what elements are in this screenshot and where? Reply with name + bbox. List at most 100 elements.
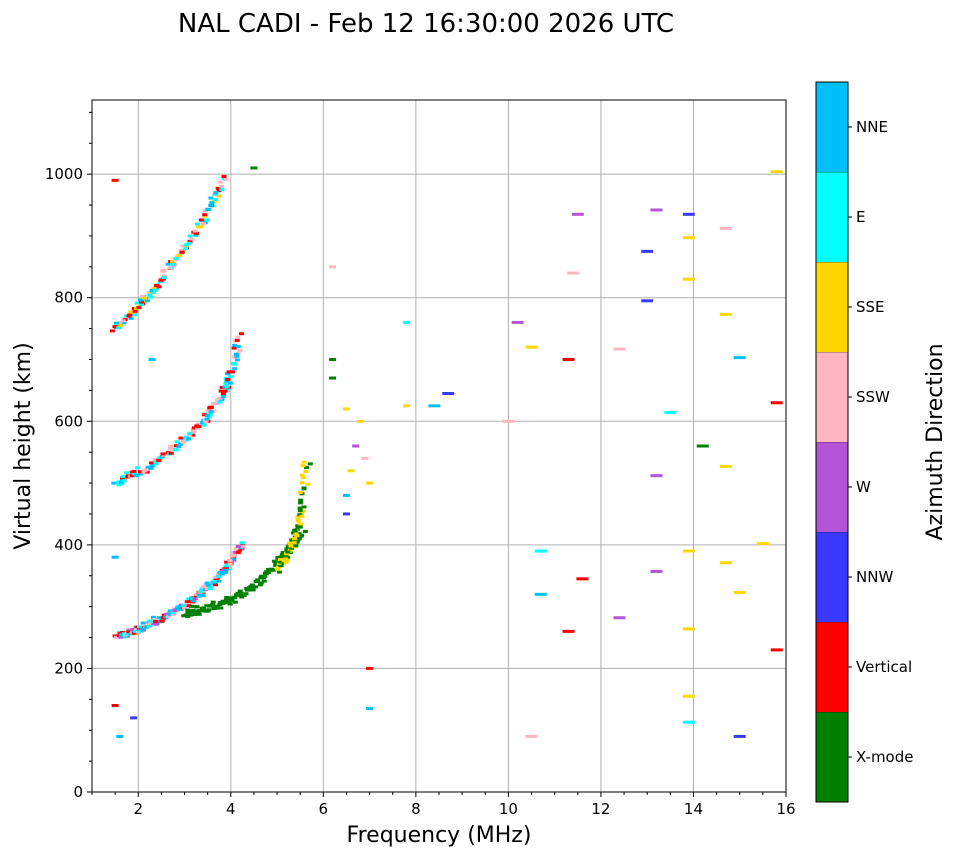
echo-mark	[153, 462, 159, 466]
echo-mark	[218, 606, 224, 610]
echo-mark	[165, 262, 171, 266]
echo-mark	[276, 570, 282, 574]
echo-mark	[239, 547, 245, 551]
y-tick-label: 200	[54, 659, 83, 677]
echo-mark	[138, 629, 144, 633]
echo-mark	[232, 600, 238, 604]
echo-mark	[144, 625, 150, 629]
echo-mark	[138, 300, 144, 304]
echo-mark	[244, 588, 250, 592]
echo-mark	[220, 599, 226, 603]
echo-mark	[342, 493, 350, 497]
echo-mark	[255, 578, 261, 582]
echo-mark	[295, 517, 301, 521]
echo-mark	[136, 306, 142, 310]
echo-mark	[196, 225, 202, 229]
echo-mark	[147, 293, 153, 297]
echo-mark	[200, 585, 206, 589]
echo-mark	[130, 716, 138, 720]
echo-mark	[301, 486, 307, 490]
echo-mark	[269, 567, 275, 571]
echo-mark	[133, 629, 139, 633]
echo-mark	[186, 597, 192, 601]
echo-mark	[329, 358, 337, 361]
echo-mark	[183, 435, 189, 439]
echo-mark	[366, 707, 374, 711]
echo-mark	[159, 619, 165, 623]
colorbar-swatch-sse	[816, 262, 848, 352]
echo-mark	[274, 567, 280, 571]
echo-mark	[124, 471, 130, 475]
echo-mark	[193, 594, 199, 598]
echo-mark	[213, 577, 219, 581]
echo-mark	[502, 419, 515, 423]
echo-mark	[186, 604, 192, 608]
echo-mark	[284, 547, 290, 551]
echo-mark	[224, 595, 230, 599]
echo-mark	[204, 581, 210, 585]
echo-mark	[207, 587, 213, 591]
echo-mark	[130, 628, 136, 632]
echo-mark	[109, 329, 115, 333]
echo-mark	[207, 604, 213, 608]
echo-mark	[297, 491, 303, 495]
echo-mark	[291, 537, 297, 541]
echo-mark	[150, 287, 156, 291]
echo-mark	[156, 458, 162, 462]
echo-mark	[295, 537, 301, 541]
echo-mark	[160, 452, 166, 456]
echo-mark	[192, 229, 198, 233]
echo-mark	[231, 557, 237, 561]
echo-mark	[126, 630, 132, 634]
echo-mark	[249, 583, 255, 587]
echo-mark	[150, 290, 156, 294]
echo-mark	[182, 606, 188, 610]
echo-mark	[186, 241, 192, 245]
echo-mark	[291, 541, 297, 545]
echo-mark	[178, 436, 184, 440]
echo-mark	[293, 532, 299, 536]
echo-mark	[403, 404, 411, 408]
echo-mark	[293, 544, 299, 548]
echo-mark	[129, 474, 135, 478]
colorbar-label-vertical: Vertical	[856, 658, 912, 676]
echo-mark	[130, 629, 136, 633]
echo-mark	[682, 720, 695, 724]
echo-mark	[285, 550, 291, 554]
echo-mark	[273, 562, 279, 566]
echo-mark	[294, 534, 300, 538]
echo-mark	[613, 616, 626, 620]
echo-mark	[219, 184, 225, 188]
echo-mark	[131, 469, 137, 473]
colorbar-swatch-w	[816, 442, 848, 532]
echo-mark	[156, 285, 162, 289]
echo-mark	[138, 472, 144, 476]
echo-mark	[202, 413, 208, 417]
echo-mark	[213, 575, 219, 579]
x-tick-label: 10	[499, 800, 518, 818]
echo-mark	[114, 321, 120, 325]
echo-mark	[140, 627, 146, 631]
echo-mark	[167, 447, 173, 451]
x-tick-label: 14	[684, 800, 703, 818]
echo-mark	[650, 208, 663, 212]
echo-mark	[299, 481, 305, 485]
echo-mark	[178, 607, 184, 611]
echo-mark	[121, 479, 127, 483]
echo-mark	[696, 444, 709, 448]
echo-mark	[235, 335, 241, 339]
echo-mark	[116, 480, 122, 484]
echo-mark	[571, 212, 584, 216]
echo-mark	[147, 619, 153, 623]
echo-mark	[148, 358, 156, 361]
echo-mark	[134, 628, 140, 632]
echo-mark	[200, 594, 206, 598]
colorbar-label: Azimuth Direction	[923, 343, 948, 540]
echo-mark	[123, 314, 129, 318]
echo-mark	[176, 253, 182, 257]
echo-mark	[682, 549, 695, 553]
echo-mark	[144, 299, 150, 303]
echo-mark	[220, 601, 226, 605]
echo-mark	[173, 256, 179, 260]
echo-mark	[211, 409, 217, 413]
